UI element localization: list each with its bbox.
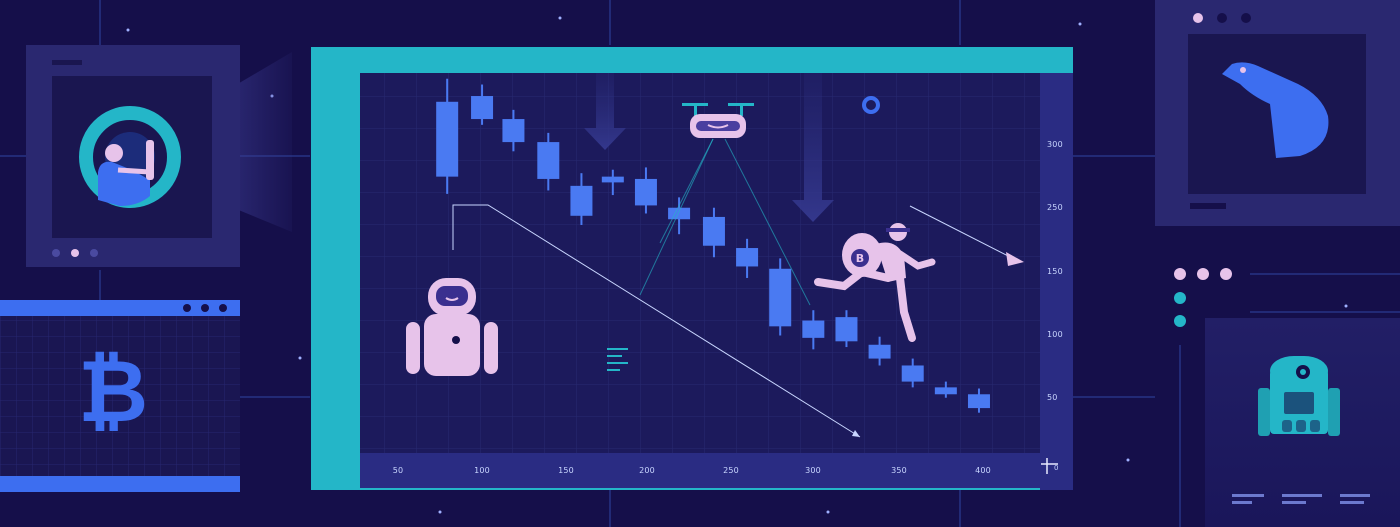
panel-footer-bar — [0, 476, 240, 492]
bearish-arrows — [584, 73, 834, 222]
x-tick-label: 100 — [474, 466, 490, 475]
droid-icon — [1258, 356, 1340, 436]
robot-body — [424, 314, 480, 376]
x-tick-label: 300 — [805, 466, 821, 475]
x-tick-label: 350 — [891, 466, 907, 475]
candle-14 — [901, 365, 924, 382]
runner-character: B — [814, 223, 936, 342]
left-btc-panel — [0, 300, 240, 492]
panel-dot — [201, 304, 209, 312]
legend-lines — [607, 348, 628, 371]
bitcoin-symbol-icon: ₿ — [78, 342, 149, 442]
panel-dot — [183, 304, 191, 312]
monitor-top-bar — [52, 60, 82, 65]
candle-4 — [570, 185, 593, 216]
candle-11 — [802, 320, 825, 338]
candlestick-series — [436, 78, 990, 413]
coin-symbol: B — [856, 252, 864, 265]
runner-leg — [814, 267, 892, 291]
panel-dot — [219, 304, 227, 312]
candle-10 — [769, 268, 792, 327]
y-tick-label: 150 — [1047, 267, 1063, 276]
robot-character — [406, 278, 498, 376]
right-bottom-panel — [1205, 318, 1400, 527]
monitor-bottom-bar — [1190, 203, 1226, 209]
runner-arm — [896, 250, 936, 270]
target-ring — [862, 96, 880, 114]
x-tick-label: 50 — [392, 466, 404, 475]
drone-rotor — [728, 103, 754, 106]
monitor-dot — [71, 249, 79, 257]
candle-8 — [702, 216, 725, 246]
drone — [639, 103, 811, 306]
x-tick-label: 250 — [723, 466, 739, 475]
robot-arm — [406, 322, 420, 374]
panel-header-bar — [0, 300, 240, 316]
candle-15 — [934, 387, 957, 395]
candle-3 — [537, 142, 560, 179]
candle-9 — [736, 248, 759, 267]
candle-1 — [471, 96, 494, 120]
down-arrow-icon — [792, 73, 834, 222]
origin-label: 0 — [1054, 464, 1059, 472]
runner-leg — [896, 274, 916, 342]
candle-12 — [835, 317, 858, 342]
candle-7 — [668, 207, 691, 220]
y-tick-label: 50 — [1047, 393, 1058, 402]
x-tick-label: 200 — [639, 466, 655, 475]
right-trend-arrow — [909, 205, 1024, 266]
trend-line — [452, 204, 861, 438]
y-axis-strip — [1040, 73, 1073, 490]
candle-16 — [967, 394, 990, 409]
monitor-dot — [1241, 13, 1251, 23]
candle-0 — [436, 101, 459, 177]
origin-crosshair-icon — [1041, 458, 1058, 474]
down-arrow-icon — [584, 73, 626, 150]
x-tick-label: 150 — [558, 466, 574, 475]
candle-6 — [634, 178, 657, 206]
triangle-arrow-icon — [1006, 252, 1024, 266]
candle-5 — [601, 176, 624, 183]
y-tick-label: 300 — [1047, 140, 1063, 149]
candle-2 — [502, 119, 525, 143]
right-monitor — [1155, 0, 1400, 226]
axis-corner — [1040, 453, 1073, 488]
bear-icon — [1222, 62, 1329, 158]
bitcoin-coin-icon — [851, 249, 869, 267]
y-tick-label: 250 — [1047, 203, 1063, 212]
watcher-head — [105, 144, 123, 162]
y-tick-label: 100 — [1047, 330, 1063, 339]
x-axis-strip — [360, 453, 1040, 488]
left-monitor — [26, 45, 292, 267]
x-tick-label: 400 — [975, 466, 991, 475]
candle-13 — [868, 344, 891, 359]
chart-frame — [311, 47, 1073, 490]
robot-arm — [484, 322, 498, 374]
drone-rotor — [682, 103, 708, 106]
monitor-dot — [90, 249, 98, 257]
monitor-dot — [52, 249, 60, 257]
monitor-dot — [1193, 13, 1203, 23]
monitor-dot — [1217, 13, 1227, 23]
right-indicators — [1174, 268, 1232, 327]
panel-bars — [1232, 494, 1370, 504]
